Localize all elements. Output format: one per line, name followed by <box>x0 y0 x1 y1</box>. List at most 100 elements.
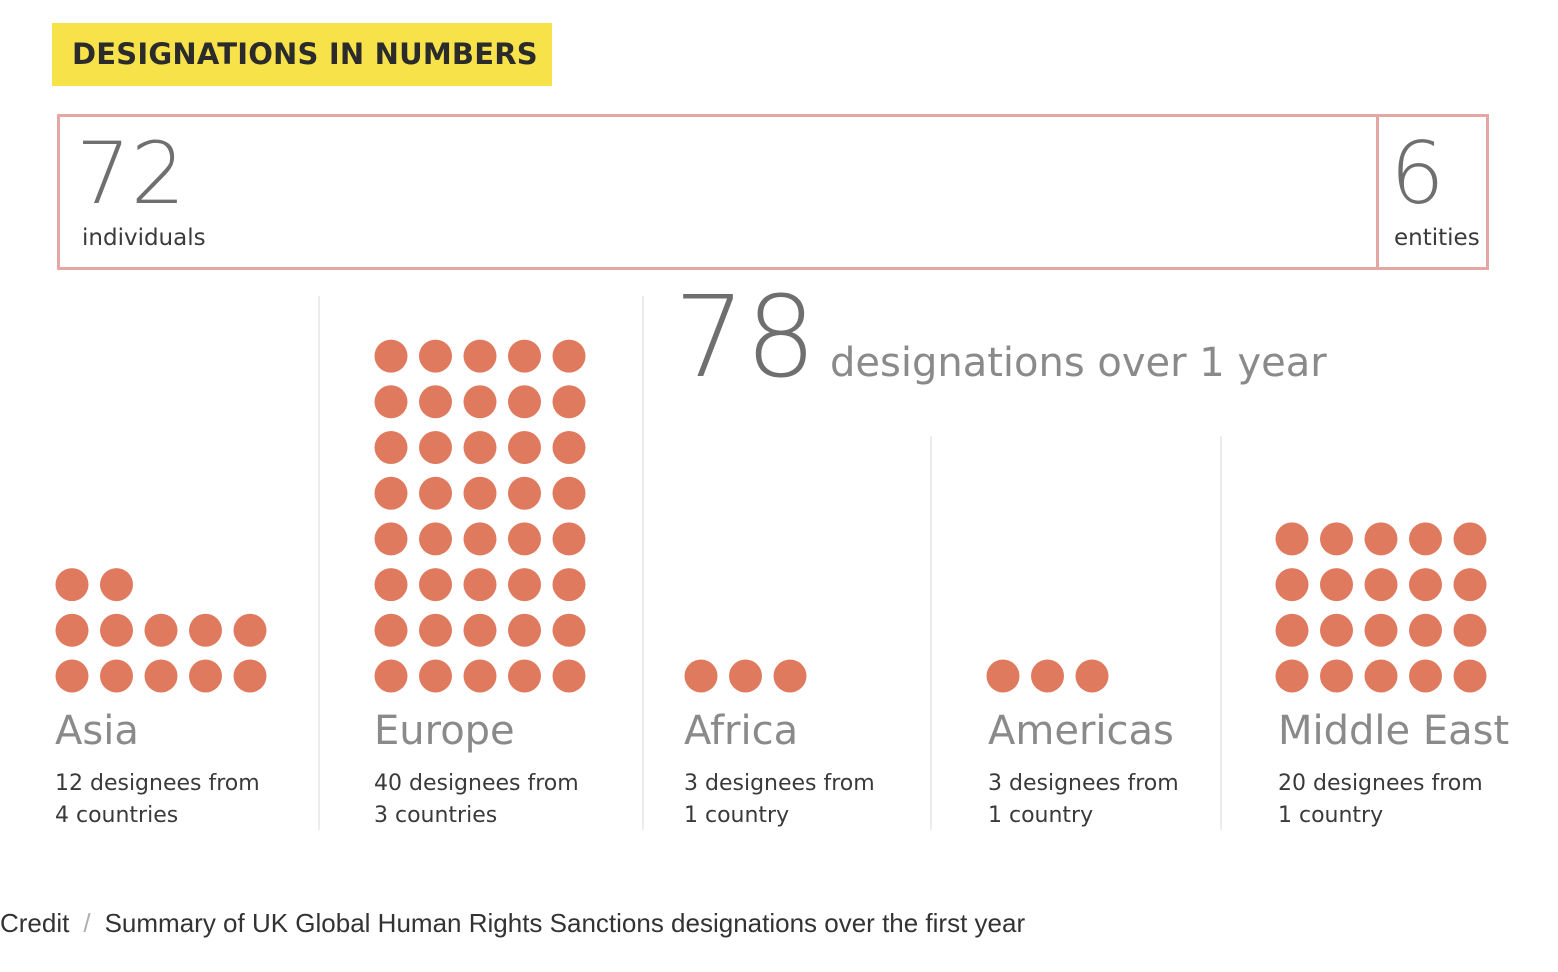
dot-middle-east <box>1364 568 1398 602</box>
region-desc-americas-line1: 3 designees from <box>988 771 1179 796</box>
dot-europe <box>552 613 586 647</box>
dot-europe <box>419 385 452 419</box>
dot-europe <box>463 476 497 510</box>
dot-europe <box>374 339 408 373</box>
divider-line-2 <box>642 296 644 830</box>
region-desc-middle-east-line1: 20 designees from <box>1278 771 1483 796</box>
dot-europe <box>463 339 497 373</box>
dot-europe <box>463 522 497 556</box>
dot-middle-east <box>1275 659 1309 693</box>
dot-americas <box>1075 659 1109 693</box>
dot-middle-east <box>1275 568 1309 602</box>
total-label: designations over 1 year <box>830 340 1327 386</box>
dot-europe <box>552 431 586 464</box>
region-desc-americas: 3 designees from 1 country <box>988 768 1218 832</box>
dot-europe <box>419 613 452 647</box>
dot-asia <box>233 659 267 693</box>
dot-europe <box>463 431 497 464</box>
region-name-americas: Americas <box>988 708 1174 754</box>
dot-europe <box>508 568 541 602</box>
dot-asia <box>100 613 133 647</box>
region-desc-asia-line1: 12 designees from <box>55 771 260 796</box>
region-desc-africa-line1: 3 designees from <box>684 771 875 796</box>
region-desc-asia: 12 designees from 4 countries <box>55 768 285 832</box>
dot-europe <box>508 431 541 464</box>
dot-middle-east <box>1409 568 1442 602</box>
region-desc-europe-line2: 3 countries <box>374 803 498 828</box>
dot-americas <box>1031 659 1064 693</box>
dot-middle-east <box>1453 613 1487 647</box>
dot-middle-east <box>1453 568 1487 602</box>
dot-asia <box>55 568 89 602</box>
dot-europe <box>463 568 497 602</box>
dot-africa <box>729 659 762 693</box>
dot-middle-east <box>1364 659 1398 693</box>
region-desc-africa-line2: 1 country <box>684 803 790 828</box>
dot-europe <box>508 613 541 647</box>
dot-middle-east <box>1453 522 1487 556</box>
dot-middle-east <box>1320 659 1353 693</box>
dot-europe <box>508 659 541 693</box>
dot-europe <box>419 431 452 464</box>
chart-title: DESIGNATIONS IN NUMBERS <box>72 37 538 71</box>
dot-asia <box>144 659 178 693</box>
dot-europe <box>552 339 586 373</box>
dot-europe <box>552 568 586 602</box>
region-desc-europe-line1: 40 designees from <box>374 771 579 796</box>
individuals-entities-bar: 72 individuals 6 entities <box>57 114 1489 270</box>
dot-asia <box>55 613 89 647</box>
entities-count: 6 <box>1390 124 1445 224</box>
dot-europe <box>508 339 541 373</box>
dot-middle-east <box>1409 613 1442 647</box>
individuals-label: individuals <box>82 225 206 251</box>
dot-middle-east <box>1453 659 1487 693</box>
dot-europe <box>463 385 497 419</box>
region-name-africa: Africa <box>684 708 799 754</box>
region-name-europe: Europe <box>374 708 515 754</box>
dot-europe <box>419 659 452 693</box>
dot-asia <box>233 613 267 647</box>
dot-europe <box>508 522 541 556</box>
dot-americas <box>986 659 1020 693</box>
dot-middle-east <box>1364 522 1398 556</box>
dot-europe <box>374 659 408 693</box>
individuals-count: 72 <box>76 124 186 224</box>
dot-middle-east <box>1320 522 1353 556</box>
dot-asia <box>189 659 222 693</box>
dot-europe <box>463 659 497 693</box>
region-desc-africa: 3 designees from 1 country <box>684 768 914 832</box>
dot-europe <box>374 613 408 647</box>
divider-line-3 <box>930 436 932 830</box>
figure-caption: Credit / Summary of UK Global Human Rights… <box>0 908 1025 939</box>
divider-line-4 <box>1220 436 1222 830</box>
dot-middle-east <box>1320 613 1353 647</box>
region-desc-asia-line2: 4 countries <box>55 803 179 828</box>
region-desc-europe: 40 designees from 3 countries <box>374 768 604 832</box>
dot-europe <box>508 476 541 510</box>
dot-europe <box>374 522 408 556</box>
dot-europe <box>374 385 408 419</box>
dot-middle-east <box>1275 613 1309 647</box>
total-count: 78 <box>674 273 817 403</box>
dot-europe <box>463 613 497 647</box>
dot-africa <box>684 659 718 693</box>
dot-middle-east <box>1409 659 1442 693</box>
dot-europe <box>419 568 452 602</box>
region-desc-americas-line2: 1 country <box>988 803 1094 828</box>
region-desc-middle-east: 20 designees from 1 country <box>1278 768 1508 832</box>
divider-line-1 <box>318 296 320 830</box>
dot-middle-east <box>1409 522 1442 556</box>
dot-europe <box>552 522 586 556</box>
dot-europe <box>552 659 586 693</box>
dot-europe <box>419 522 452 556</box>
dot-asia <box>100 568 133 602</box>
caption-separator: / <box>83 908 91 938</box>
dot-europe <box>374 431 408 464</box>
dot-europe <box>419 339 452 373</box>
entities-label: entities <box>1394 225 1480 251</box>
dot-middle-east <box>1275 522 1309 556</box>
dot-europe <box>552 385 586 419</box>
region-name-middle-east: Middle East <box>1278 708 1510 754</box>
dot-asia <box>189 613 222 647</box>
